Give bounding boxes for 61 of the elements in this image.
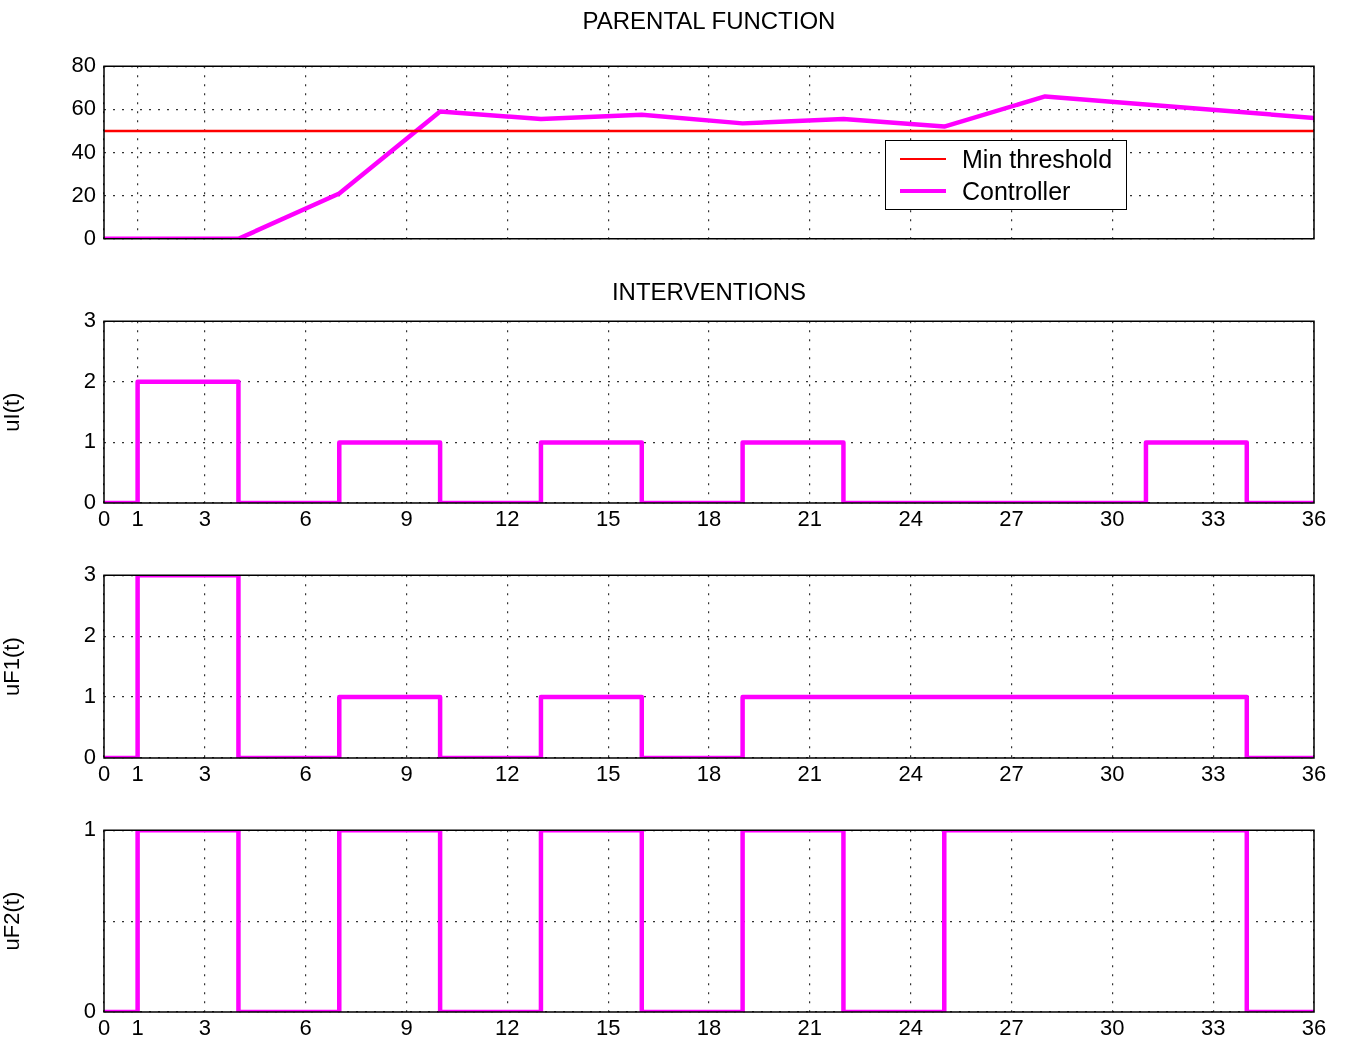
- x-tick-label: 30: [1100, 761, 1125, 787]
- x-tick-label: 21: [797, 1015, 823, 1041]
- x-tick-label: 12: [495, 506, 520, 532]
- y-tick-label: 20: [71, 181, 96, 207]
- x-tick-label: 1: [131, 761, 144, 787]
- y-tick-label: 0: [83, 998, 96, 1024]
- x-tick-label: 6: [299, 1015, 312, 1041]
- x-tick-label: 15: [595, 506, 621, 532]
- y-tick-label: 0: [83, 489, 96, 515]
- y-tick-label: 0: [83, 744, 96, 770]
- y-axis-title: uF2(t): [0, 891, 25, 951]
- x-tick-label: 24: [898, 506, 923, 532]
- x-tick-label: 18: [696, 506, 722, 532]
- chart-title: INTERVENTIONS: [610, 278, 808, 306]
- x-tick-label: 18: [696, 1015, 722, 1041]
- x-tick-label: 1: [131, 506, 144, 532]
- x-tick-label: 15: [595, 761, 621, 787]
- x-tick-label: 9: [400, 1015, 413, 1041]
- x-tick-label: 6: [299, 506, 312, 532]
- y-axis-title: uF1(t): [0, 637, 25, 696]
- x-tick-label: 24: [898, 761, 923, 787]
- x-tick-label: 30: [1100, 1015, 1125, 1041]
- y-tick-label: 1: [83, 428, 96, 454]
- y-tick-label: 1: [83, 816, 96, 842]
- x-tick-label: 12: [495, 1015, 520, 1041]
- x-tick-label: 33: [1200, 1015, 1226, 1041]
- x-tick-label: 27: [999, 761, 1024, 787]
- chart-title: PARENTAL FUNCTION: [581, 7, 837, 35]
- x-tick-label: 27: [999, 506, 1024, 532]
- x-tick-label: 1: [131, 1015, 144, 1041]
- x-tick-label: 33: [1200, 506, 1226, 532]
- x-tick-label: 33: [1200, 761, 1226, 787]
- legend-label: Controller: [962, 176, 1071, 206]
- x-tick-label: 21: [797, 761, 823, 787]
- y-tick-label: 2: [83, 367, 96, 393]
- x-tick-label: 3: [198, 761, 211, 787]
- y-axis-title: uI(t): [0, 392, 25, 432]
- legend-label: Min threshold: [962, 144, 1113, 174]
- x-tick-label: 21: [797, 506, 823, 532]
- y-tick-label: 40: [71, 138, 96, 164]
- y-tick-label: 80: [71, 52, 96, 78]
- x-tick-label: 9: [400, 506, 413, 532]
- y-tick-label: 3: [83, 307, 96, 333]
- y-tick-label: 0: [83, 224, 96, 250]
- x-tick-label: 6: [299, 761, 312, 787]
- x-tick-label: 9: [400, 761, 413, 787]
- y-tick-label: 1: [83, 683, 96, 709]
- y-tick-label: 2: [83, 622, 96, 648]
- x-tick-label: 12: [495, 761, 520, 787]
- y-tick-label: 60: [71, 95, 96, 121]
- x-tick-label: 24: [898, 1015, 923, 1041]
- x-tick-label: 3: [198, 1015, 211, 1041]
- x-tick-label: 36: [1301, 761, 1327, 787]
- x-tick-label: 18: [696, 761, 722, 787]
- x-tick-label: 15: [595, 1015, 621, 1041]
- x-tick-label: 30: [1100, 506, 1125, 532]
- x-tick-label: 27: [999, 1015, 1024, 1041]
- y-tick-label: 3: [83, 561, 96, 587]
- x-tick-label: 36: [1301, 1015, 1327, 1041]
- x-tick-label: 3: [198, 506, 211, 532]
- x-tick-label: 36: [1301, 506, 1327, 532]
